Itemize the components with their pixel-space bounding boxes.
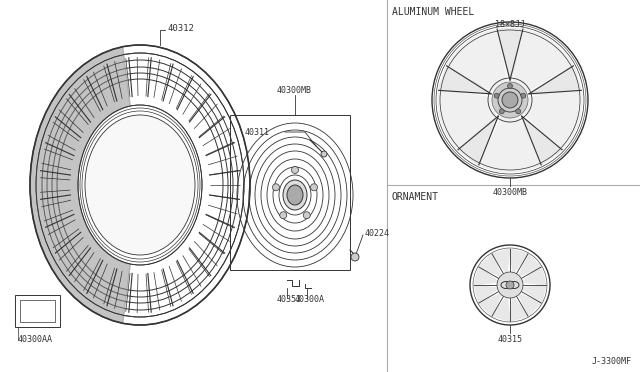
Polygon shape	[523, 90, 582, 150]
Text: 40300MB: 40300MB	[493, 187, 527, 196]
Ellipse shape	[283, 180, 307, 210]
Text: 40224: 40224	[365, 228, 390, 237]
Polygon shape	[518, 254, 541, 276]
Text: ORNAMENT: ORNAMENT	[392, 192, 439, 202]
Circle shape	[494, 93, 499, 98]
Polygon shape	[492, 249, 510, 273]
Circle shape	[321, 151, 327, 157]
Text: ALUMINUM WHEEL: ALUMINUM WHEEL	[392, 7, 474, 17]
Polygon shape	[30, 47, 131, 323]
Circle shape	[521, 93, 526, 98]
Circle shape	[508, 83, 513, 89]
Bar	[15, 295, 60, 327]
Polygon shape	[513, 29, 573, 92]
Circle shape	[351, 253, 359, 261]
Polygon shape	[520, 115, 559, 167]
Circle shape	[280, 212, 287, 219]
Polygon shape	[479, 294, 502, 316]
Polygon shape	[479, 254, 502, 276]
Polygon shape	[522, 267, 546, 285]
Polygon shape	[510, 249, 528, 273]
Circle shape	[499, 109, 504, 114]
Polygon shape	[438, 66, 493, 94]
Polygon shape	[438, 90, 497, 150]
Ellipse shape	[85, 115, 195, 255]
Text: 40300MB: 40300MB	[277, 86, 312, 94]
Circle shape	[516, 109, 521, 114]
Polygon shape	[474, 285, 499, 303]
Text: 18×8JJ: 18×8JJ	[495, 19, 525, 29]
Polygon shape	[518, 294, 541, 316]
Circle shape	[492, 82, 528, 118]
Polygon shape	[501, 29, 527, 82]
Polygon shape	[455, 115, 499, 163]
Text: 40315: 40315	[497, 334, 522, 343]
Text: 40300A: 40300A	[295, 295, 325, 305]
Polygon shape	[458, 115, 499, 165]
Polygon shape	[522, 285, 546, 303]
Text: 40311: 40311	[245, 128, 270, 137]
Circle shape	[303, 212, 310, 219]
Ellipse shape	[287, 185, 303, 205]
Bar	[230, 115, 350, 270]
Polygon shape	[479, 116, 541, 172]
Bar	[20, 300, 55, 322]
Circle shape	[273, 184, 280, 191]
Circle shape	[497, 272, 523, 298]
Polygon shape	[447, 29, 507, 92]
Circle shape	[310, 184, 317, 191]
Polygon shape	[492, 296, 510, 321]
Circle shape	[291, 167, 298, 173]
Polygon shape	[510, 296, 528, 321]
Text: 40312: 40312	[168, 23, 195, 32]
Text: J-3300MF: J-3300MF	[592, 357, 632, 366]
Polygon shape	[497, 29, 523, 82]
Text: 40300AA: 40300AA	[18, 336, 53, 344]
Polygon shape	[474, 267, 499, 285]
Polygon shape	[520, 115, 562, 165]
Polygon shape	[527, 70, 582, 94]
Circle shape	[506, 281, 514, 289]
Polygon shape	[439, 62, 493, 94]
Text: 40353: 40353	[277, 295, 302, 305]
Polygon shape	[527, 66, 581, 94]
Circle shape	[502, 92, 518, 108]
